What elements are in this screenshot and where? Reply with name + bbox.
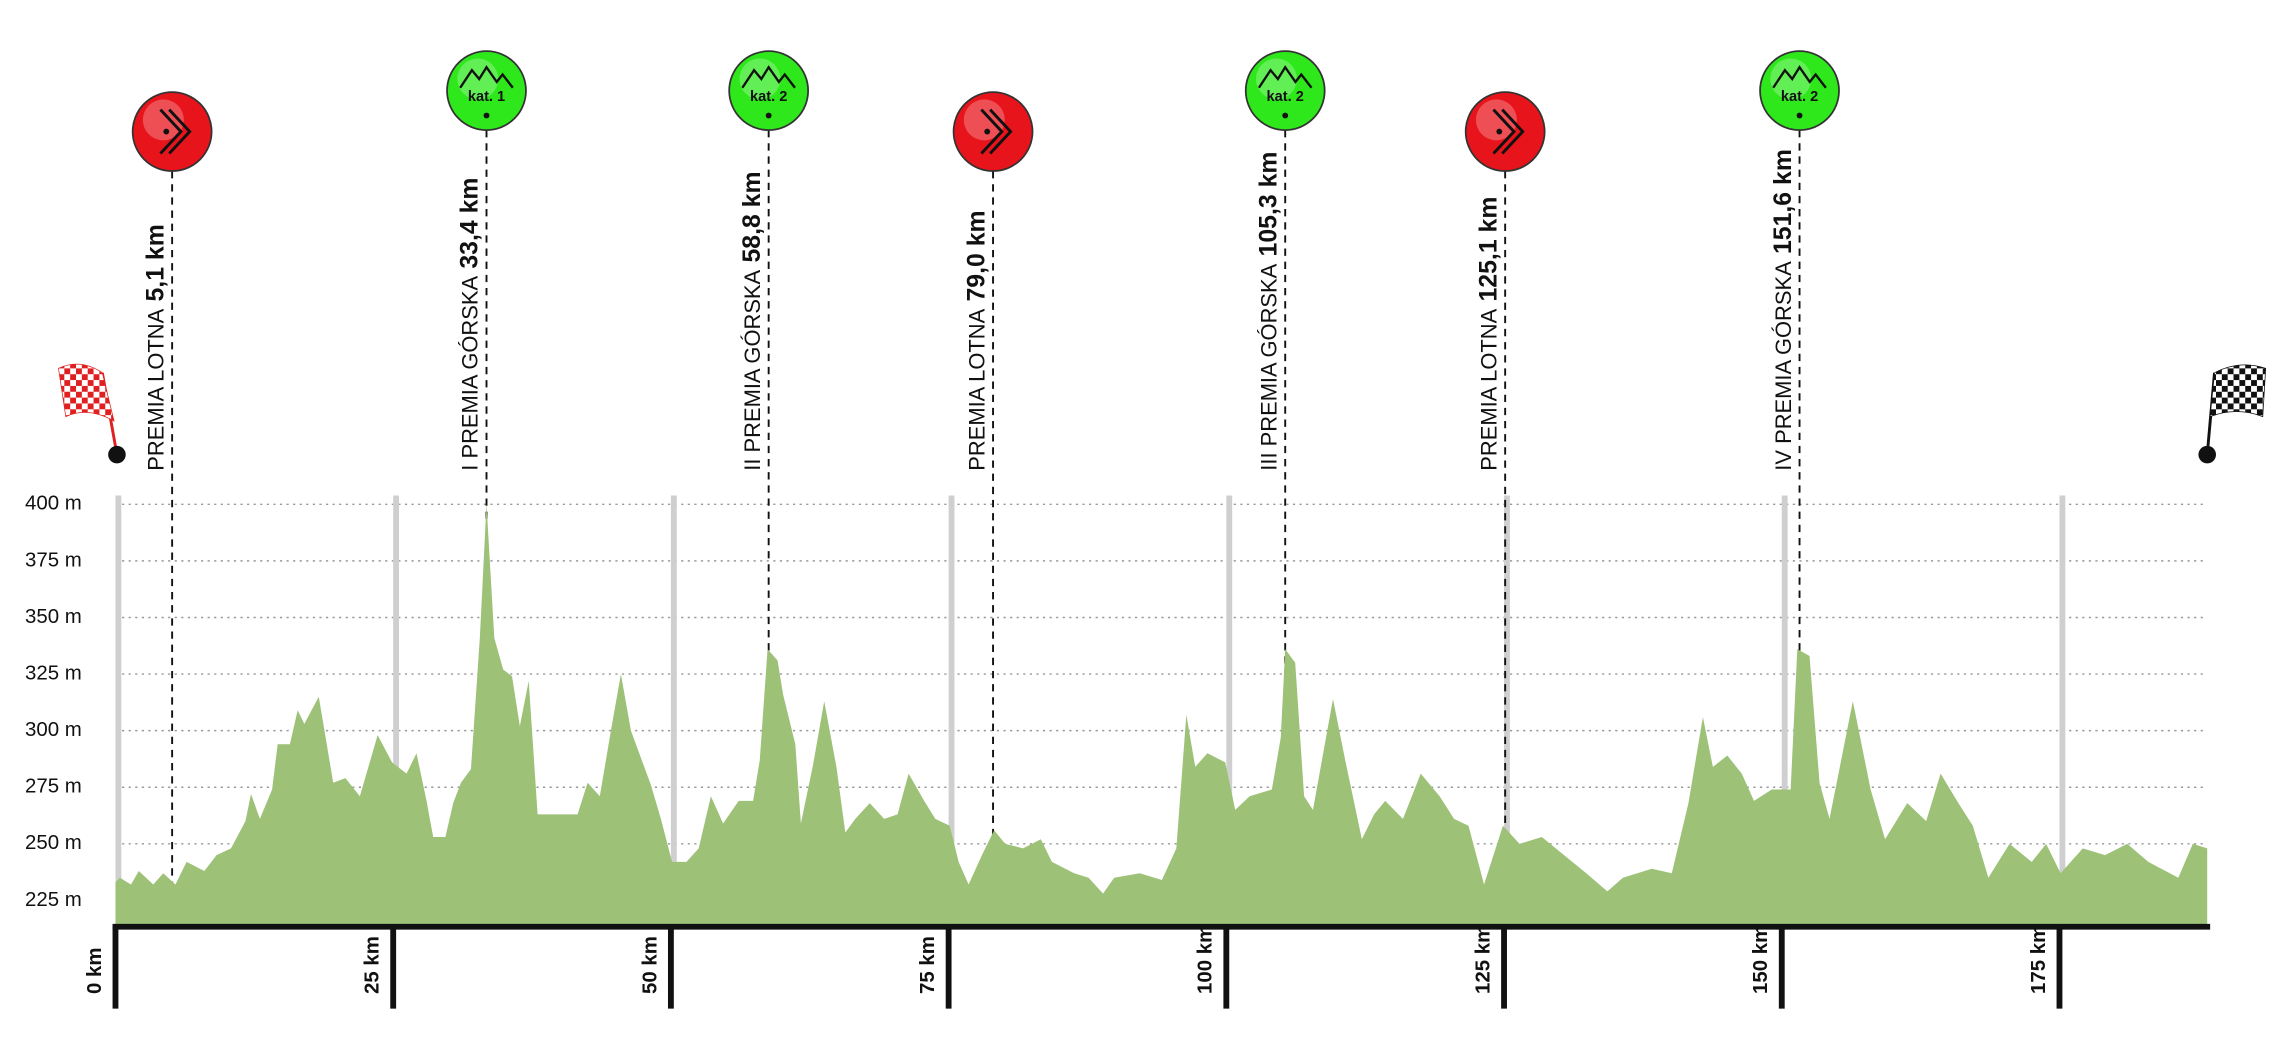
x-tick-label: 125 km: [1471, 925, 1494, 994]
marker-label: PREMIA LOTNA 5,1 km: [142, 224, 169, 471]
marker-shine: [142, 99, 184, 141]
icon-dot: [483, 112, 490, 119]
marker-km: 5,1 km: [142, 224, 169, 301]
marker-km: 125,1 km: [1475, 197, 1502, 302]
marker-label: PREMIA LOTNA 125,1 km: [1475, 197, 1502, 471]
marker-name: III PREMIA GÓRSKA: [1256, 263, 1281, 470]
marker: [952, 91, 1034, 172]
marker-km: 105,3 km: [1255, 152, 1282, 257]
marker-shine: [963, 99, 1005, 141]
marker-badge: [952, 91, 1034, 172]
marker-badge: [1759, 50, 1840, 131]
x-tick-label: 150 km: [1749, 925, 1772, 994]
mountain-icon: [1772, 65, 1827, 89]
marker-name: IV PREMIA GÓRSKA: [1771, 261, 1796, 471]
y-tick-label: 250 m: [25, 831, 82, 854]
marker-badge: [131, 91, 213, 172]
marker: kat. 1: [446, 50, 527, 131]
elevation-area: [115, 504, 2208, 926]
marker: kat. 2: [728, 50, 810, 131]
marker-km: 33,4 km: [457, 178, 484, 269]
marker: [131, 91, 213, 172]
marker-label: I PREMIA GÓRSKA 33,4 km: [457, 178, 484, 471]
marker-name: I PREMIA GÓRSKA: [458, 276, 483, 471]
marker: [1464, 91, 1546, 172]
x-tick-label: 0 km: [83, 947, 106, 994]
category-label: kat. 2: [750, 89, 787, 105]
y-tick-label: 325 m: [25, 661, 82, 684]
marker-shine: [1475, 99, 1517, 141]
marker-km: 58,8 km: [739, 171, 766, 262]
icon-dot: [765, 112, 772, 119]
x-tick-label: 100 km: [1194, 925, 1217, 994]
marker-name: PREMIA LOTNA: [1476, 308, 1501, 470]
icon-dot: [1796, 112, 1803, 119]
marker: kat. 2: [1244, 50, 1326, 131]
marker-name: PREMIA LOTNA: [964, 308, 989, 470]
marker-badge: [1244, 50, 1326, 131]
category-label: kat. 2: [1781, 89, 1818, 105]
mountain-icon: [1257, 65, 1313, 89]
y-tick-label: 300 m: [25, 718, 82, 741]
marker-label: PREMIA LOTNA 79,0 km: [963, 210, 990, 470]
marker-km: 79,0 km: [963, 210, 990, 301]
marker-badge: [728, 50, 810, 131]
x-tick-label: 50 km: [638, 936, 661, 994]
category-label: kat. 2: [1267, 89, 1304, 105]
marker-label: II PREMIA GÓRSKA 58,8 km: [739, 171, 766, 470]
icon-dot: [163, 128, 170, 135]
icon-dot: [1496, 128, 1503, 135]
category-label: kat. 1: [468, 89, 505, 105]
x-tick-label: 25 km: [361, 936, 384, 994]
x-tick-label: 175 km: [2027, 925, 2050, 994]
marker-km: 151,6 km: [1770, 149, 1797, 254]
x-tick-label: 75 km: [916, 936, 939, 994]
icon-dot: [984, 128, 991, 135]
icon-dot: [1282, 112, 1289, 119]
mountain-icon: [741, 65, 796, 89]
marker: kat. 2: [1759, 50, 1840, 131]
flags: [58, 363, 2267, 464]
y-tick-label: 225 m: [25, 888, 82, 911]
y-tick-label: 350 m: [25, 605, 82, 628]
marker-badge: [446, 50, 527, 131]
sprint-icon: [1492, 108, 1525, 155]
marker-badge: [1464, 91, 1546, 172]
sprint-icon: [159, 108, 192, 155]
mountain-icon: [459, 65, 514, 89]
y-tick-label: 375 m: [25, 548, 82, 571]
marker-label: III PREMIA GÓRSKA 105,3 km: [1255, 152, 1282, 471]
marker-name: II PREMIA GÓRSKA: [740, 269, 765, 470]
y-tick-label: 400 m: [25, 492, 82, 515]
y-tick-label: 275 m: [25, 775, 82, 798]
marker-label: IV PREMIA GÓRSKA 151,6 km: [1770, 149, 1797, 471]
marker-name: PREMIA LOTNA: [143, 308, 168, 470]
sprint-icon: [980, 108, 1013, 155]
